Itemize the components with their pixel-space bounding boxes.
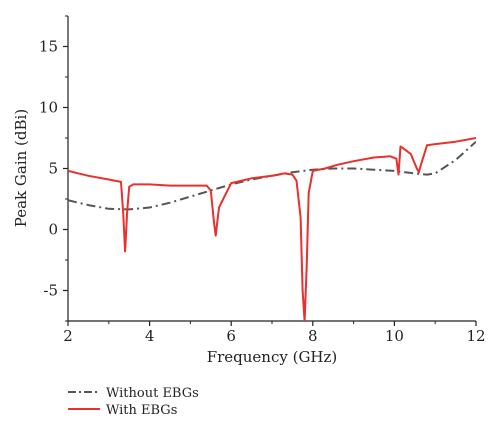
y-axis-title: Peak Gain (dBi) — [12, 109, 30, 227]
y-tick-label: -5 — [43, 282, 58, 300]
y-tick-label: 5 — [48, 160, 58, 178]
legend-label-with-ebgs: With EBGs — [106, 403, 177, 418]
y-tick-label: 0 — [48, 221, 58, 239]
x-axis-title: Frequency (GHz) — [207, 348, 338, 366]
x-tick-label: 2 — [63, 327, 73, 345]
x-tick-label: 4 — [145, 327, 155, 345]
y-ticks: -5 0 5 10 15 — [39, 15, 68, 322]
legend: Without EBGs With EBGs — [68, 386, 199, 418]
x-tick-label: 12 — [466, 327, 485, 345]
series-layer — [68, 137, 476, 321]
x-tick-label: 10 — [385, 327, 404, 345]
x-tick-label: 6 — [226, 327, 236, 345]
y-tick-label: 15 — [39, 38, 58, 56]
series-line-with-ebgs — [68, 137, 476, 321]
y-tick-label: 10 — [39, 99, 58, 117]
legend-label-without-ebgs: Without EBGs — [106, 386, 199, 401]
plot-area: 2 4 6 8 10 12 -5 0 5 10 15 — [39, 15, 486, 345]
x-tick-label: 8 — [308, 327, 318, 345]
legend-item-without-ebgs: Without EBGs — [68, 386, 199, 401]
x-ticks: 2 4 6 8 10 12 — [63, 321, 486, 345]
legend-item-with-ebgs: With EBGs — [68, 403, 177, 418]
